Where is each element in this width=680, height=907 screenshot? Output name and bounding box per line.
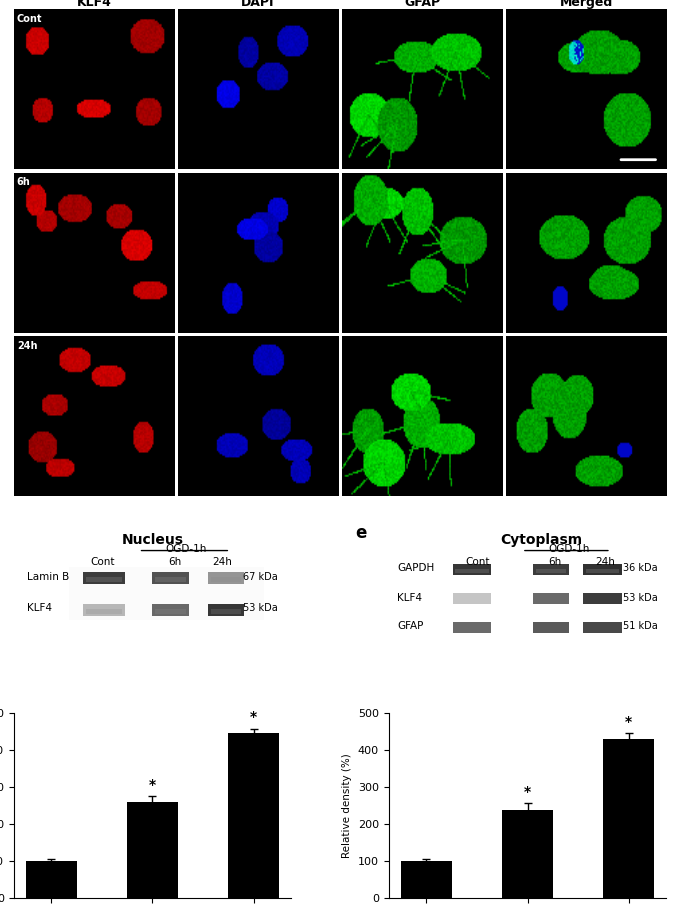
Text: Cont: Cont bbox=[465, 557, 490, 567]
Text: GAPDH: GAPDH bbox=[397, 563, 435, 573]
Text: 67 kDa: 67 kDa bbox=[243, 572, 277, 582]
Bar bbox=[83, 572, 124, 584]
Text: *: * bbox=[149, 777, 156, 792]
Bar bbox=[583, 621, 622, 633]
Bar bbox=[456, 569, 489, 573]
Title: GFAP: GFAP bbox=[404, 0, 440, 9]
Text: GFAP: GFAP bbox=[397, 620, 424, 630]
Bar bbox=[83, 603, 124, 616]
Text: 36 kDa: 36 kDa bbox=[624, 563, 658, 573]
Text: 6h: 6h bbox=[549, 557, 562, 567]
Bar bbox=[533, 593, 569, 604]
Bar bbox=[583, 564, 622, 575]
Bar bbox=[533, 564, 569, 575]
Text: Lamin B: Lamin B bbox=[27, 572, 70, 582]
Text: *: * bbox=[524, 785, 531, 798]
Bar bbox=[86, 577, 122, 582]
Text: Nucleus: Nucleus bbox=[122, 533, 184, 547]
Bar bbox=[503, 810, 553, 898]
Text: 51 kDa: 51 kDa bbox=[624, 620, 658, 630]
Text: 53 kDa: 53 kDa bbox=[624, 592, 658, 602]
Bar bbox=[208, 603, 244, 616]
Title: DAPI: DAPI bbox=[241, 0, 275, 9]
Bar bbox=[155, 609, 186, 614]
Bar bbox=[155, 577, 186, 582]
Bar bbox=[69, 567, 264, 620]
Text: KLF4: KLF4 bbox=[397, 592, 422, 602]
Text: 6h: 6h bbox=[17, 178, 31, 188]
Bar bbox=[603, 738, 653, 898]
Text: OGD-1h: OGD-1h bbox=[165, 544, 207, 554]
Text: 24h: 24h bbox=[596, 557, 615, 567]
Text: *: * bbox=[625, 715, 632, 729]
Bar bbox=[86, 609, 122, 614]
Bar bbox=[452, 593, 492, 604]
Bar bbox=[583, 593, 622, 604]
Bar bbox=[208, 572, 244, 584]
Bar bbox=[152, 603, 188, 616]
Bar bbox=[452, 564, 492, 575]
Bar bbox=[152, 572, 188, 584]
Text: 24h: 24h bbox=[212, 557, 232, 567]
Bar bbox=[211, 609, 241, 614]
Text: Cont: Cont bbox=[17, 14, 42, 24]
Title: KLF4: KLF4 bbox=[77, 0, 112, 9]
Bar bbox=[211, 577, 241, 582]
Bar bbox=[27, 861, 77, 898]
Text: KLF4: KLF4 bbox=[27, 603, 52, 613]
Bar bbox=[533, 621, 569, 633]
Text: 53 kDa: 53 kDa bbox=[243, 603, 277, 613]
Text: 6h: 6h bbox=[168, 557, 182, 567]
Bar bbox=[452, 621, 492, 633]
Y-axis label: Relative density (%): Relative density (%) bbox=[342, 753, 352, 858]
Bar bbox=[536, 569, 566, 573]
Text: *: * bbox=[250, 710, 257, 724]
Text: Cytoplasm: Cytoplasm bbox=[500, 533, 583, 547]
Text: Cont: Cont bbox=[90, 557, 115, 567]
Bar bbox=[401, 861, 452, 898]
Title: Merged: Merged bbox=[560, 0, 613, 9]
Text: 24h: 24h bbox=[17, 341, 37, 351]
Bar bbox=[586, 569, 619, 573]
Text: OGD-1h: OGD-1h bbox=[549, 544, 590, 554]
Bar bbox=[228, 733, 279, 898]
Bar bbox=[127, 802, 177, 898]
Text: e: e bbox=[355, 523, 367, 541]
